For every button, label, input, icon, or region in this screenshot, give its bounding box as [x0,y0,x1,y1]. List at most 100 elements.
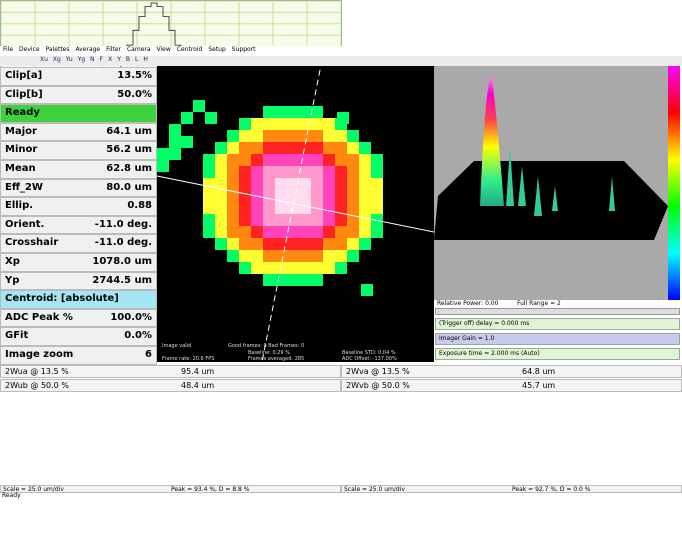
row-label: Xp [5,256,20,267]
pixel [227,238,239,250]
pixel [347,142,359,154]
profile-text: 2Wua @ 13.5 % [5,367,69,376]
pixel [251,142,263,154]
pixel [299,238,311,250]
toolbar-button[interactable]: X [108,56,113,63]
pixel [287,106,299,118]
pixel [227,226,239,238]
pixel [251,226,263,238]
profile-text: 95.4 um [181,367,215,376]
profile-text: 64.8 um [522,367,556,376]
overlay-text: Baseline: 0.29 % [248,350,290,356]
menu-item[interactable]: View [156,46,171,53]
info-row: Mean 62.8 um [0,160,157,179]
toolbar-button[interactable]: H [143,56,148,63]
toolbar-button[interactable]: L [134,56,139,63]
menu-item[interactable]: Centroid [176,46,203,53]
pixel [251,262,263,274]
menu-item[interactable]: Setup [208,46,226,53]
pixel [323,130,335,142]
pixel [251,250,263,262]
pixel [251,130,263,142]
pixel [275,190,287,202]
pixel [371,190,383,202]
pixel [335,142,347,154]
toolbar-button[interactable]: Yg [77,56,86,63]
pixel [239,214,251,226]
pixel [227,130,239,142]
profile-text: 2Wvb @ 50.0 % [346,381,410,390]
menu-item[interactable]: File [3,46,14,53]
menu-item[interactable]: Camera [126,46,151,53]
pixel [275,118,287,130]
pixel [275,226,287,238]
profile-text: Scale = 25.0 um/div [344,486,405,493]
pixel [263,226,275,238]
pixel [287,274,299,286]
pixel [287,250,299,262]
pixel [239,154,251,166]
pixel [251,154,263,166]
pixel [311,250,323,262]
row-value: -11.0 deg. [94,237,152,249]
pixel [181,136,193,148]
pixel [263,262,275,274]
pixel [251,238,263,250]
toolbar-button[interactable]: Xu [40,56,48,63]
pixel [359,190,371,202]
trigger-bar[interactable]: (Trigger off) delay = 0.000 ms [435,318,680,330]
pixel [169,136,181,148]
pixel [227,178,239,190]
pixel [323,190,335,202]
pixel [311,178,323,190]
full-range: Full Range = 2 [517,300,561,307]
row-label: Centroid: [absolute] [5,293,119,305]
info-row: Yp 2744.5 um [0,271,157,291]
info-row: ADC Peak % 100.0% [0,308,157,328]
toolbar-button[interactable]: B [125,56,130,63]
overlay-text: Good frames: 0 Bad Frames: 0 [228,343,305,349]
pixel [371,166,383,178]
pixel [239,142,251,154]
info-row: Image zoom 6 [0,346,157,365]
pixel [275,142,287,154]
info-row: Eff_2W 80.0 um [0,178,157,198]
exposure-bar[interactable]: Exposure time = 2.000 ms (Auto) [435,348,680,360]
pixel [299,274,311,286]
toolbar-button[interactable]: Xg [52,56,61,63]
pixel [323,238,335,250]
pixel [287,130,299,142]
pixel [203,154,215,166]
pixel [157,160,169,172]
gain-bar[interactable]: Imager Gain = 1.0 [435,333,680,345]
info-row: Orient. -11.0 deg. [0,215,157,235]
pixel [311,118,323,130]
pixel [263,166,275,178]
menu-item[interactable]: Palettes [45,46,70,53]
menu-item[interactable]: Device [19,46,40,53]
pixel [299,226,311,238]
menu-item[interactable]: Average [75,46,101,53]
pixel [311,154,323,166]
pixel [335,166,347,178]
menu-item[interactable]: Filter [106,46,121,53]
toolbar-button[interactable]: F [99,56,104,63]
row-value: 0.88 [127,200,152,212]
menu-item[interactable]: Support [231,46,256,53]
pixel [299,178,311,190]
profile-text: 45.7 um [522,381,556,390]
pixel [311,106,323,118]
toolbar-button[interactable]: N [90,56,95,63]
pixel [323,226,335,238]
pixel [323,202,335,214]
profile-header: 2Wub @ 50.0 % 48.4 um [0,379,341,392]
toolbar-button[interactable]: Y [117,56,121,63]
3d-view [434,66,680,300]
toolbar-button[interactable]: Yu [65,56,73,63]
profile-footer: Scale = 25.0 um/div Peak = 92.7 %, D = 0.… [341,485,682,493]
pixel [359,202,371,214]
pixel [275,166,287,178]
overlay-text: Frame rate: 20.6 FPS [162,356,215,362]
overlay-text: ADC Offset: -137.00% [342,356,397,362]
pixel [359,154,371,166]
